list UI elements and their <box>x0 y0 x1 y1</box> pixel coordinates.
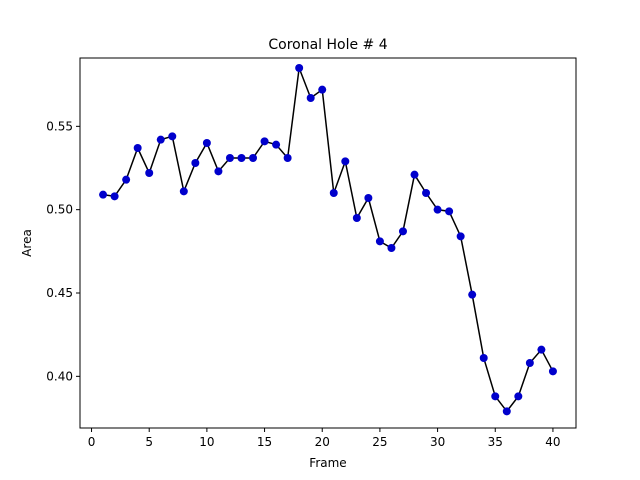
data-point <box>537 345 546 354</box>
data-point <box>341 157 350 166</box>
data-point <box>375 237 384 246</box>
data-point <box>249 154 258 162</box>
y-tick-label: 0.55 <box>46 119 73 133</box>
data-point <box>295 64 304 72</box>
data-point <box>225 154 234 162</box>
data-point <box>318 85 327 94</box>
plot-frame <box>79 57 577 429</box>
data-point <box>133 144 142 152</box>
series-line <box>102 67 554 413</box>
data-point <box>329 189 338 197</box>
y-axis: 0.40 0.45 0.50 0.55 <box>46 119 80 383</box>
x-tick-label: 15 <box>257 435 272 449</box>
x-tick-label: 20 <box>315 435 330 449</box>
data-point <box>479 354 488 362</box>
x-tick-label: 35 <box>488 435 503 449</box>
plot-area <box>99 64 557 416</box>
y-axis-label: Area <box>20 229 34 257</box>
y-tick-label: 0.40 <box>46 369 73 383</box>
data-point <box>398 227 407 236</box>
data-point <box>122 175 131 184</box>
data-point <box>422 189 431 197</box>
data-point <box>491 392 500 401</box>
y-tick-label: 0.50 <box>46 203 73 217</box>
data-point <box>456 232 465 241</box>
data-point <box>214 167 223 176</box>
data-point <box>410 170 419 179</box>
data-point <box>548 367 557 376</box>
data-point <box>445 207 454 216</box>
data-point <box>468 290 477 299</box>
data-point <box>145 169 154 177</box>
x-tick-label: 0 <box>88 435 96 449</box>
data-point <box>364 194 373 202</box>
data-point <box>352 214 361 222</box>
data-point <box>387 244 396 252</box>
x-tick-label: 25 <box>372 435 387 449</box>
data-point <box>433 205 442 214</box>
x-axis-label: Frame <box>309 456 346 470</box>
data-point <box>202 139 211 147</box>
x-axis: 0 5 10 15 20 25 30 35 40 <box>88 428 561 449</box>
data-point <box>283 154 292 162</box>
data-point <box>168 132 177 141</box>
data-point <box>525 359 534 367</box>
data-point <box>191 159 200 167</box>
x-tick-label: 5 <box>145 435 153 449</box>
x-tick-label: 40 <box>545 435 560 449</box>
data-point <box>156 135 165 144</box>
data-point <box>110 192 119 201</box>
data-point <box>502 407 511 416</box>
data-point <box>237 154 246 162</box>
x-tick-label: 10 <box>199 435 214 449</box>
data-point <box>99 190 108 199</box>
chart-title: Coronal Hole # 4 <box>268 37 387 53</box>
y-tick-label: 0.45 <box>46 286 73 300</box>
x-tick-label: 30 <box>430 435 445 449</box>
data-point <box>179 187 188 196</box>
data-point <box>260 137 269 146</box>
data-point <box>272 140 281 149</box>
data-point <box>306 94 315 102</box>
data-point <box>514 392 523 401</box>
